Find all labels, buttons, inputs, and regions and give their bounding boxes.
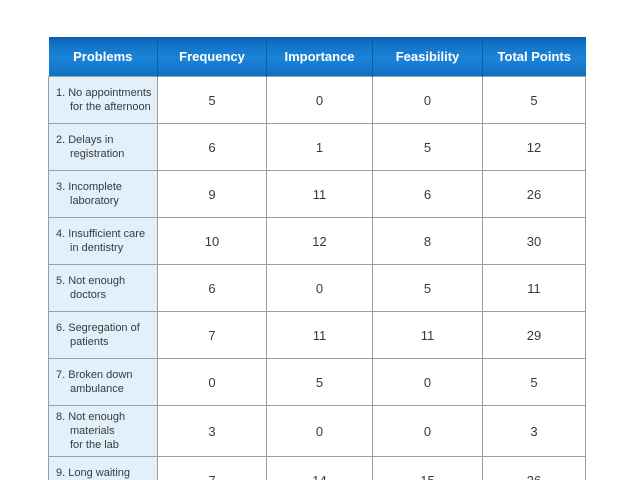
feasibility-cell: 11	[372, 311, 483, 359]
feasibility-cell: 5	[372, 123, 483, 171]
table-header-row: Problems Frequency Importance Feasibilit…	[48, 37, 586, 77]
frequency-cell: 5	[157, 76, 267, 124]
problem-cell: 3. Incomplete laboratory	[48, 170, 158, 218]
header-cell-feasibility: Feasibility	[372, 37, 483, 77]
total-points-cell: 29	[482, 311, 586, 359]
total-points-cell: 11	[482, 264, 586, 312]
importance-cell: 1	[266, 123, 373, 171]
importance-cell: 14	[266, 456, 373, 480]
frequency-cell: 9	[157, 170, 267, 218]
table-row: 6. Segregation of patients 7 11 11 29	[48, 311, 586, 359]
importance-cell: 5	[266, 358, 373, 406]
table-row: 2. Delays in registration 6 1 5 12	[48, 123, 586, 171]
table-row: 9. Long waiting time 7 14 15 36	[48, 456, 586, 480]
importance-cell: 0	[266, 76, 373, 124]
problem-cell: 6. Segregation of patients	[48, 311, 158, 359]
total-points-cell: 26	[482, 170, 586, 218]
problem-cell: 9. Long waiting time	[48, 456, 158, 480]
total-points-cell: 5	[482, 76, 586, 124]
frequency-cell: 7	[157, 456, 267, 480]
total-points-cell: 30	[482, 217, 586, 265]
frequency-cell: 7	[157, 311, 267, 359]
feasibility-cell: 0	[372, 404, 483, 458]
feasibility-cell: 0	[372, 358, 483, 406]
feasibility-cell: 15	[372, 456, 483, 480]
importance-cell: 11	[266, 170, 373, 218]
frequency-cell: 3	[157, 404, 267, 458]
importance-cell: 12	[266, 217, 373, 265]
table-row: 1. No appointments for the afternoon 5 0…	[48, 76, 586, 124]
importance-cell: 11	[266, 311, 373, 359]
total-points-cell: 3	[482, 404, 586, 458]
problem-cell: 8. Not enough materials for the lab	[48, 404, 158, 458]
feasibility-cell: 8	[372, 217, 483, 265]
importance-cell: 0	[266, 264, 373, 312]
importance-cell: 0	[266, 404, 373, 458]
total-points-cell: 36	[482, 456, 586, 480]
feasibility-cell: 5	[372, 264, 483, 312]
header-cell-importance: Importance	[266, 37, 373, 77]
problem-cell: 2. Delays in registration	[48, 123, 158, 171]
header-cell-problems: Problems	[48, 37, 158, 77]
table-row: 5. Not enough doctors 6 0 5 11	[48, 264, 586, 312]
feasibility-cell: 0	[372, 76, 483, 124]
problem-cell: 7. Broken down ambulance	[48, 358, 158, 406]
table-row: 7. Broken down ambulance 0 5 0 5	[48, 358, 586, 406]
problem-cell: 5. Not enough doctors	[48, 264, 158, 312]
total-points-cell: 12	[482, 123, 586, 171]
data-table: Problems Frequency Importance Feasibilit…	[48, 37, 586, 480]
problem-cell: 4. Insufficient care in dentistry	[48, 217, 158, 265]
feasibility-cell: 6	[372, 170, 483, 218]
total-points-cell: 5	[482, 358, 586, 406]
table-row: 3. Incomplete laboratory 9 11 6 26	[48, 170, 586, 218]
header-cell-total-points: Total Points	[482, 37, 586, 77]
header-cell-frequency: Frequency	[157, 37, 267, 77]
frequency-cell: 10	[157, 217, 267, 265]
table-row: 4. Insufficient care in dentistry 10 12 …	[48, 217, 586, 265]
problem-cell: 1. No appointments for the afternoon	[48, 76, 158, 124]
frequency-cell: 6	[157, 123, 267, 171]
table-row: 8. Not enough materials for the lab 3 0 …	[48, 404, 586, 458]
frequency-cell: 0	[157, 358, 267, 406]
frequency-cell: 6	[157, 264, 267, 312]
problems-priority-table: Problems Frequency Importance Feasibilit…	[48, 37, 586, 480]
